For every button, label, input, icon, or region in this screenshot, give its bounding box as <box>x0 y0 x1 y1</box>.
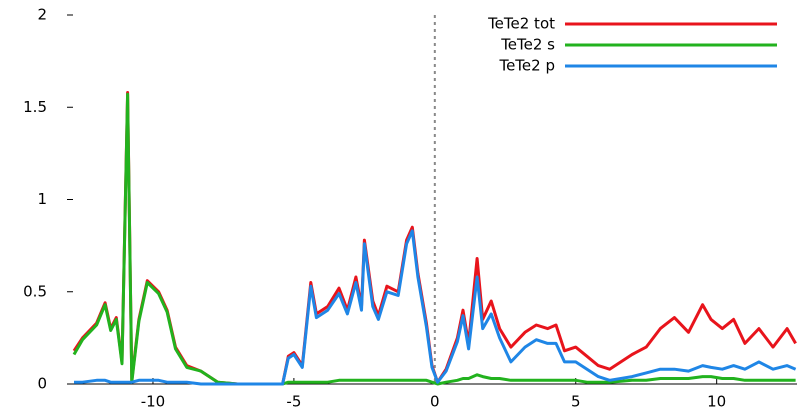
legend-label: TeTe2 tot <box>487 15 555 33</box>
x-tick-label: 5 <box>571 393 581 411</box>
y-tick-label: 1 <box>37 190 47 208</box>
x-tick-label: 10 <box>707 393 726 411</box>
x-tick-label: -5 <box>286 393 301 411</box>
series-line <box>72 92 796 386</box>
y-tick-label: 0.5 <box>23 282 47 300</box>
y-tick-label: 0 <box>37 375 47 393</box>
y-tick-label: 1.5 <box>23 98 47 116</box>
series-line <box>74 229 797 386</box>
legend-label: TeTe2 p <box>498 57 555 75</box>
legend-label: TeTe2 s <box>500 36 555 54</box>
y-tick-label: 2 <box>37 6 47 24</box>
x-tick-label: 0 <box>430 393 440 411</box>
x-tick-label: -10 <box>141 393 166 411</box>
